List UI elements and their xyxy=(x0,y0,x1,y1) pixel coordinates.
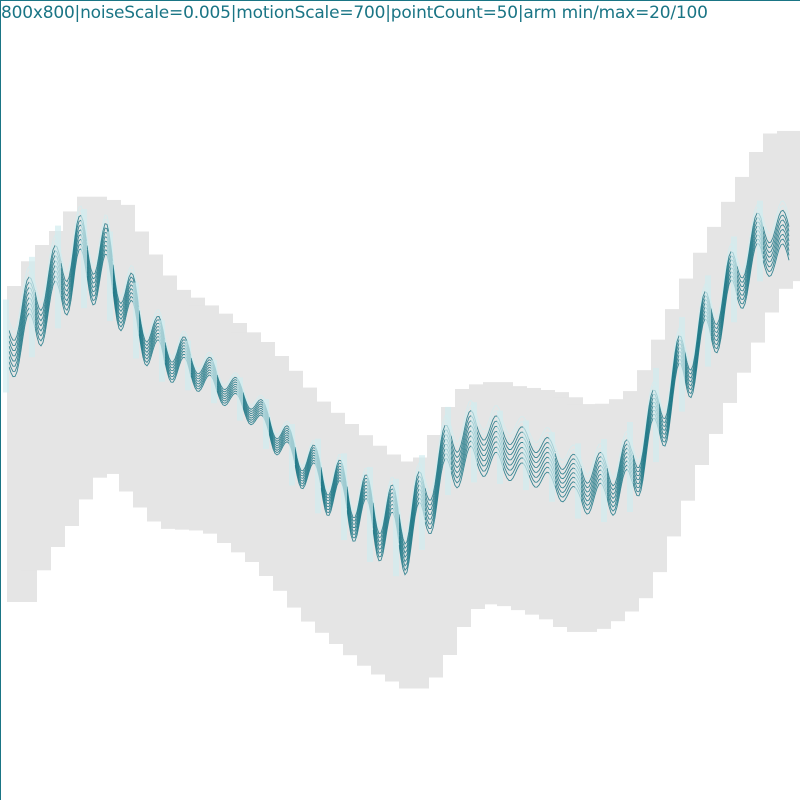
ribbon-fade xyxy=(445,406,451,496)
ribbon-strand xyxy=(86,214,114,267)
ribbon-segment xyxy=(289,424,322,490)
ribbon-strand xyxy=(164,333,192,360)
ribbon-fade xyxy=(289,424,295,486)
ribbon-fade xyxy=(393,478,399,577)
ribbon-strand xyxy=(164,330,192,357)
ribbon-fade xyxy=(705,275,711,367)
ribbon-fade xyxy=(185,340,191,391)
ribbon-fade xyxy=(679,317,685,412)
ribbon-fade xyxy=(263,399,269,449)
ribbon-fade xyxy=(107,231,113,322)
ribbon-strand xyxy=(762,228,790,263)
ribbon-fade xyxy=(627,421,633,513)
ribbon-strand xyxy=(762,243,790,277)
ribbon-strand xyxy=(86,218,114,271)
ribbon-strand xyxy=(190,354,218,372)
ribbon-strand xyxy=(216,370,244,388)
ribbon-strand xyxy=(762,233,790,268)
ribbon-strand xyxy=(762,219,790,254)
ribbon-fade xyxy=(601,439,607,523)
ribbon-strand xyxy=(476,405,504,431)
ribbon-segment xyxy=(757,200,790,282)
ribbon-strand xyxy=(112,256,140,302)
parameter-caption: 800x800|noiseScale=0.005|motionScale=700… xyxy=(1,3,708,23)
ribbon-strand xyxy=(112,264,140,309)
ribbon-fade xyxy=(341,453,347,541)
ribbon-fade xyxy=(549,432,555,502)
ribbon-strand xyxy=(190,351,218,370)
ribbon-strand xyxy=(762,209,790,244)
ribbon-strand xyxy=(138,303,166,337)
ribbon-fade xyxy=(81,209,87,309)
ribbon-fade xyxy=(237,377,243,421)
ribbon-layer xyxy=(3,200,790,577)
ribbon-fade xyxy=(133,282,139,359)
ribbon-strand xyxy=(762,224,790,258)
ribbon-fade xyxy=(731,236,737,323)
ribbon-fade xyxy=(419,455,425,550)
ribbon-fade xyxy=(315,438,321,514)
ribbon-fade xyxy=(211,360,217,404)
ribbon-fade xyxy=(523,420,529,491)
ribbon-fade xyxy=(159,320,165,382)
ribbon-strand xyxy=(164,336,192,363)
ribbon-fade xyxy=(55,225,61,329)
ribbon-strand xyxy=(528,426,556,444)
ribbon-fade xyxy=(471,402,477,483)
ribbon-fade xyxy=(497,410,503,484)
ribbon-fade xyxy=(653,367,659,463)
ribbon-strand xyxy=(762,200,790,234)
ribbon-fade xyxy=(29,256,35,358)
ribbon-fade xyxy=(3,299,9,393)
ribbon-strand xyxy=(86,223,114,276)
ribbon-fade xyxy=(367,467,373,562)
ribbon-strand xyxy=(138,306,166,340)
ribbon-strand xyxy=(502,416,530,435)
ribbon-fade xyxy=(575,443,581,519)
ribbon-strand xyxy=(112,260,140,306)
ribbon-strand xyxy=(762,238,790,273)
ribbon-fade xyxy=(757,200,763,282)
ribbon-strand xyxy=(762,214,790,249)
ribbon-strand xyxy=(762,205,790,239)
